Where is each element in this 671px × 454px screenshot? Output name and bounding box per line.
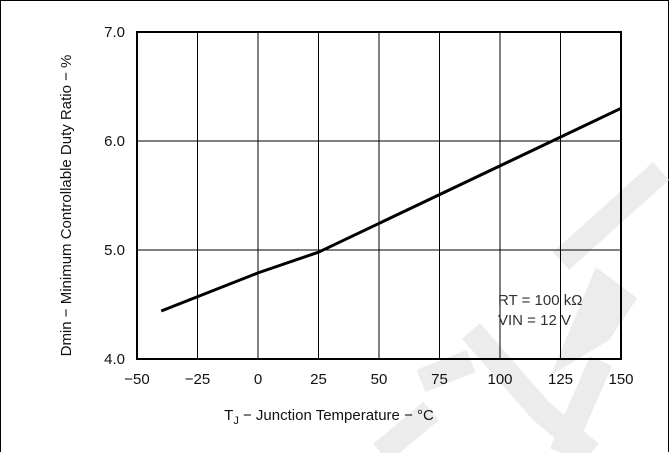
x-tick-label: 25 (310, 371, 327, 388)
chart-ticks: −50 −25 0 25 50 75 100 125 150 4.0 5.0 6.0 7.0 (104, 24, 633, 388)
y-tick-label: 7.0 (104, 24, 125, 41)
y-axis-label: Dmin − Minimum Controllable Duty Ratio −… (58, 55, 75, 357)
annotation-text: VIN = 12 V (498, 312, 571, 329)
x-tick-label: 75 (431, 371, 448, 388)
watermark-logo (373, 162, 670, 453)
chart-annotations: RT = 100 kΩ VIN = 12 V (498, 292, 582, 329)
x-tick-label: −25 (185, 371, 210, 388)
plot-area (136, 31, 622, 360)
series-line (160, 106, 622, 313)
chart-grid (137, 32, 621, 359)
x-tick-label: 0 (254, 371, 262, 388)
x-tick-label: 150 (608, 371, 633, 388)
x-tick-label: −50 (124, 371, 149, 388)
y-tick-label: 6.0 (104, 133, 125, 150)
annotation-text: RT = 100 kΩ (498, 292, 582, 309)
chart-series-layer (160, 106, 622, 313)
y-tick-label: 4.0 (104, 351, 125, 368)
x-tick-label: 50 (371, 371, 388, 388)
x-tick-label: 125 (548, 371, 573, 388)
x-axis-label: TJ − Junction Temperature − °C (224, 407, 434, 427)
y-tick-label: 5.0 (104, 242, 125, 259)
x-tick-label: 100 (487, 371, 512, 388)
